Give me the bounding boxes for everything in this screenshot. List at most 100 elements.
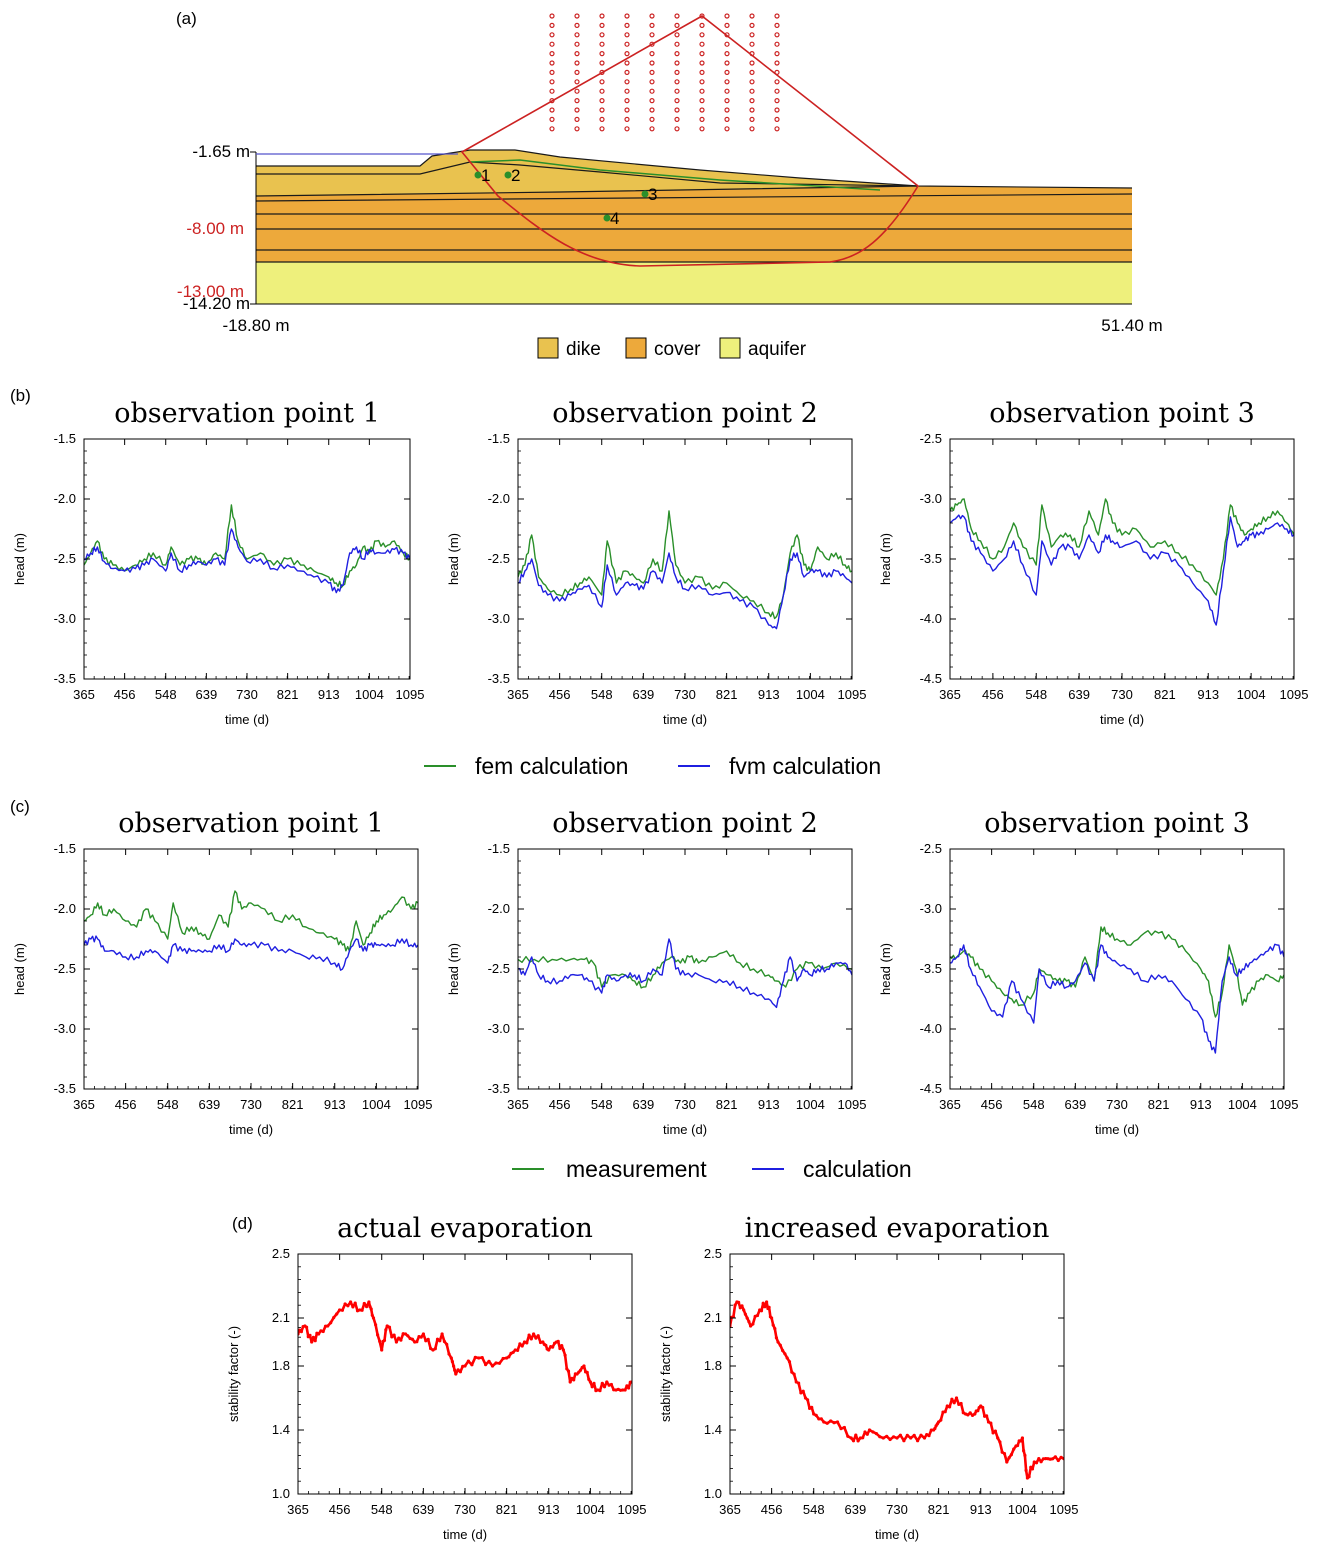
slip-center-dot xyxy=(574,22,580,28)
series-point xyxy=(343,1302,347,1306)
chart-b-point-1: observation point 1 365 456 548 639 730 821 913… xyxy=(12,398,424,727)
series-point xyxy=(435,1337,440,1341)
series-point xyxy=(774,1336,779,1340)
series-point xyxy=(349,1300,353,1304)
series-point xyxy=(338,1308,342,1312)
series-point xyxy=(966,1413,970,1417)
series-point xyxy=(922,1436,927,1440)
series-point xyxy=(382,1338,387,1342)
slip-center-dot xyxy=(774,88,780,94)
slip-center-dot xyxy=(624,126,630,132)
x-label-right: 51.40 m xyxy=(1101,316,1162,335)
y-tick-label: -1.5 xyxy=(54,431,76,446)
series-point xyxy=(477,1356,481,1360)
series-point xyxy=(1012,1447,1016,1451)
y-tick-label: -3.5 xyxy=(54,671,76,686)
depth-label-circle-bottom: -13.00 m xyxy=(177,282,244,301)
x-tick-label: 913 xyxy=(324,1097,346,1112)
series-point xyxy=(346,1304,350,1308)
y-tick-label: -2.0 xyxy=(488,901,510,916)
slip-center-dot xyxy=(774,13,780,19)
x-tick-label: 365 xyxy=(939,687,961,702)
x-tick-label: 730 xyxy=(886,1502,908,1517)
x-tick-label: 456 xyxy=(549,1097,571,1112)
slip-center-dot xyxy=(599,126,605,132)
series-point xyxy=(370,1313,374,1317)
slip-center-dot xyxy=(549,32,555,38)
slip-center-dot xyxy=(549,22,555,28)
slip-center-dot xyxy=(549,126,555,132)
series-point xyxy=(751,1322,755,1326)
series-point xyxy=(778,1343,782,1347)
slip-center-dot xyxy=(624,97,630,104)
slip-center-dot xyxy=(699,13,705,19)
series-point xyxy=(376,1333,380,1337)
series-point xyxy=(898,1433,903,1437)
slip-center-dot xyxy=(674,60,680,66)
series-point xyxy=(892,1435,896,1439)
series-point xyxy=(590,1385,594,1389)
slip-center-dot xyxy=(699,79,705,85)
legend-label-aquifer: aquifer xyxy=(748,339,807,360)
series-point xyxy=(566,1369,571,1373)
x-tick-label: 1004 xyxy=(796,687,825,702)
slip-center-dot xyxy=(574,69,580,76)
slip-center-dot xyxy=(649,79,655,85)
series-point xyxy=(308,1333,312,1337)
series-point xyxy=(625,1384,629,1388)
series-point xyxy=(927,1434,931,1438)
series-point xyxy=(480,1356,484,1360)
series-point xyxy=(494,1361,498,1365)
series-point xyxy=(442,1339,446,1344)
x-tick-label: 730 xyxy=(236,687,258,702)
x-tick-label: 365 xyxy=(73,1097,95,1112)
slip-center-dot xyxy=(774,50,780,57)
y-axis-label: head (m) xyxy=(878,943,893,995)
plot-frame xyxy=(517,848,853,1090)
y-tick-label: -4.5 xyxy=(920,1081,942,1096)
series-line-0 xyxy=(950,498,1294,596)
slip-center-dot xyxy=(699,116,705,123)
x-tick-label: 456 xyxy=(981,1097,1003,1112)
slip-center-dot xyxy=(724,32,730,38)
series-point xyxy=(745,1316,749,1320)
x-tick-label: 1095 xyxy=(618,1502,647,1517)
series-point xyxy=(919,1433,923,1437)
x-tick-label: 1095 xyxy=(838,687,867,702)
y-tick-label: -3.0 xyxy=(54,1021,76,1036)
series-point xyxy=(326,1324,330,1328)
slip-center-dot xyxy=(774,126,780,132)
series-point xyxy=(849,1436,853,1440)
plot-frame xyxy=(517,438,853,680)
series-point xyxy=(785,1356,789,1360)
series-point xyxy=(587,1377,591,1381)
slip-center-dot xyxy=(549,41,555,47)
series-point xyxy=(865,1432,869,1436)
series-point xyxy=(797,1381,801,1385)
series-line-1 xyxy=(84,528,410,594)
slip-center-dot xyxy=(699,107,705,113)
series-point xyxy=(973,1412,977,1416)
slip-center-dot xyxy=(574,79,580,85)
series-point xyxy=(1039,1460,1043,1464)
x-tick-label: 913 xyxy=(758,1097,780,1112)
y-tick-label: -2.5 xyxy=(920,841,942,856)
slip-center-dot xyxy=(674,126,680,132)
slip-center-dot xyxy=(674,116,680,123)
chart-b-point-3: observation point 3 365 456 548 639 730 821 913… xyxy=(878,398,1308,727)
y-tick-label: -1.5 xyxy=(54,841,76,856)
series-point xyxy=(909,1436,913,1440)
series-point xyxy=(996,1436,1000,1440)
series-point xyxy=(825,1421,829,1425)
series-line-0 xyxy=(950,926,1284,1018)
x-tick-label: 1004 xyxy=(576,1502,605,1517)
y-tick-label: -3.0 xyxy=(920,491,942,506)
slip-center-dot xyxy=(724,60,730,66)
slip-center-dot xyxy=(699,69,705,76)
slip-center-dot xyxy=(649,126,655,132)
legend-c: measurement calculation xyxy=(512,1156,912,1182)
y-axis-label: stability factor (-) xyxy=(658,1326,673,1422)
series-point xyxy=(511,1350,515,1354)
series-point xyxy=(470,1363,474,1367)
series-point xyxy=(783,1352,787,1356)
